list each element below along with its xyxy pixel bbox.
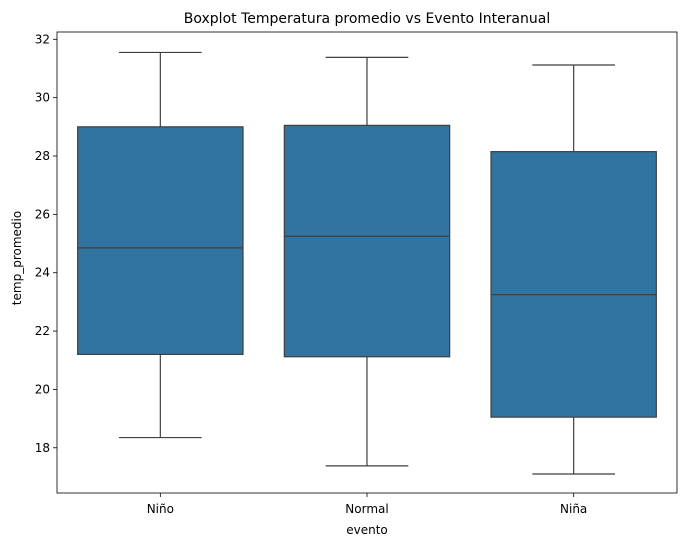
y-tick-label: 32: [35, 32, 50, 46]
y-tick-label: 22: [35, 324, 50, 338]
x-tick-label: Niña: [560, 502, 587, 516]
y-tick-label: 28: [35, 149, 50, 163]
box-group-2: [283, 56, 451, 467]
box-body: [77, 126, 244, 356]
x-tick-label: Normal: [345, 502, 388, 516]
y-tick-label: 18: [35, 441, 50, 455]
box-group-3: [490, 64, 657, 475]
y-tick-label: 26: [35, 207, 50, 221]
chart-title: Boxplot Temperatura promedio vs Evento I…: [184, 11, 550, 27]
box-group-1: [77, 51, 244, 439]
plot-area: 18 20 22 24 26 28 30 32 Niño Normal Niña: [35, 31, 678, 516]
x-tick-label: Niño: [147, 502, 174, 516]
box-body: [283, 124, 451, 358]
y-tick-label: 30: [35, 91, 50, 105]
box-body: [490, 151, 657, 418]
x-axis-label: evento: [346, 523, 388, 537]
y-tick-label: 20: [35, 382, 50, 396]
y-axis-label: temp_promedio: [10, 211, 24, 305]
y-tick-label: 24: [35, 266, 50, 280]
